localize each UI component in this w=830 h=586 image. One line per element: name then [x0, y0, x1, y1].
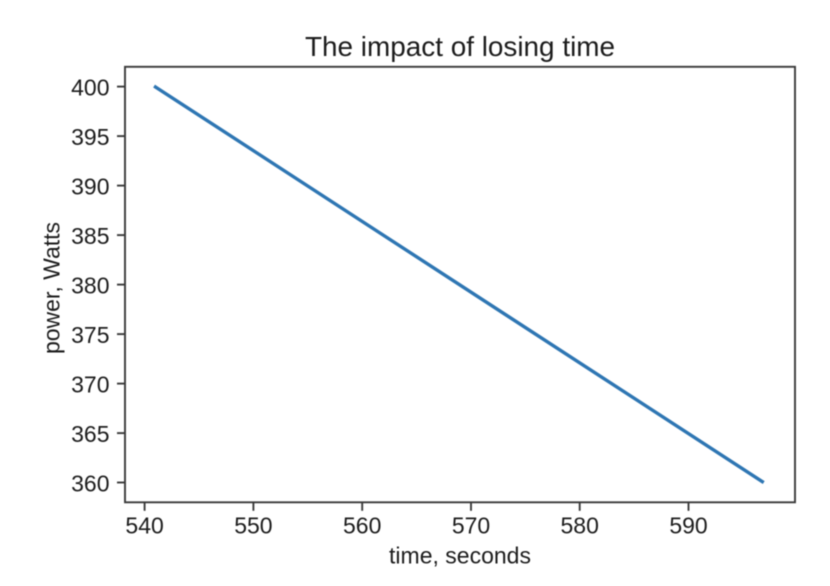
svg-text:370: 370 — [71, 372, 109, 398]
svg-text:540: 540 — [125, 513, 163, 539]
svg-text:365: 365 — [71, 421, 109, 447]
svg-text:580: 580 — [561, 513, 599, 539]
svg-text:power, Watts: power, Watts — [39, 222, 65, 354]
svg-text:380: 380 — [71, 273, 109, 299]
svg-text:570: 570 — [452, 513, 490, 539]
svg-text:375: 375 — [71, 322, 109, 348]
svg-text:390: 390 — [71, 174, 109, 200]
svg-text:400: 400 — [71, 75, 109, 101]
svg-text:590: 590 — [669, 513, 707, 539]
svg-text:395: 395 — [71, 124, 109, 150]
svg-text:360: 360 — [71, 471, 109, 497]
svg-text:385: 385 — [71, 223, 109, 249]
svg-text:550: 550 — [234, 513, 272, 539]
svg-text:560: 560 — [343, 513, 381, 539]
svg-text:time, seconds: time, seconds — [389, 543, 531, 569]
svg-text:The impact of losing time: The impact of losing time — [305, 31, 615, 62]
